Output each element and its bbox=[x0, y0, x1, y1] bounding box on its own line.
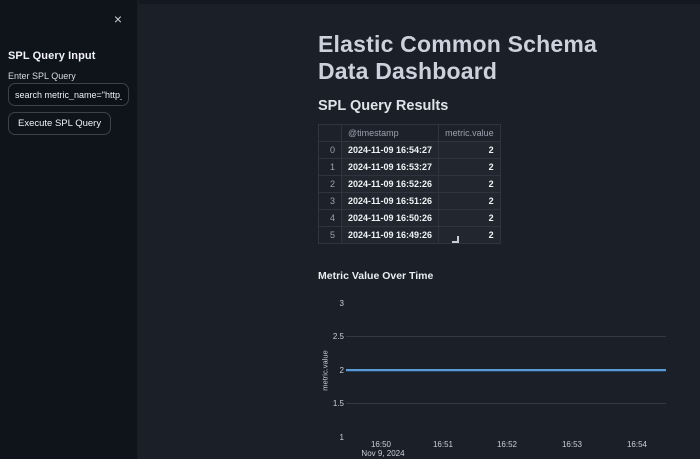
x-tick-label: 16:52 bbox=[496, 440, 518, 449]
y-tick-label: 3 bbox=[339, 299, 344, 308]
row-index-cell[interactable]: 4 bbox=[318, 209, 342, 227]
y-tick-label: 2.5 bbox=[332, 332, 344, 341]
line-chart[interactable]: metric.value 3 2.5 2 1.5 1 16:50 16:51 1… bbox=[318, 288, 700, 459]
execute-query-button[interactable]: Execute SPL Query bbox=[8, 112, 112, 135]
timestamp-cell[interactable]: 2024-11-09 16:50:26 bbox=[340, 209, 440, 227]
timestamp-cell[interactable]: 2024-11-09 16:53:27 bbox=[340, 158, 440, 176]
query-input[interactable] bbox=[8, 83, 129, 106]
y-tick-label: 1 bbox=[339, 433, 344, 442]
page-title: Elastic Common Schema Data Dashboard bbox=[318, 31, 598, 85]
chart-title: Metric Value Over Time bbox=[318, 270, 434, 282]
x-tick-label: 16:53 bbox=[561, 440, 583, 449]
sidebar-close-button[interactable]: × bbox=[108, 9, 128, 29]
index-column-header bbox=[318, 124, 342, 142]
x-tick-label: 16:51 bbox=[432, 440, 454, 449]
table-header-row: @timestamp metric.value bbox=[318, 124, 501, 142]
header-band bbox=[139, 0, 700, 4]
table-row[interactable]: 0 2024-11-09 16:54:27 2 bbox=[318, 141, 501, 159]
x-tick-label: 16:50 bbox=[370, 440, 392, 449]
metric-column-header[interactable]: metric.value bbox=[438, 124, 501, 142]
table-row[interactable]: 3 2024-11-09 16:51:26 2 bbox=[318, 192, 501, 210]
row-index-cell[interactable]: 0 bbox=[318, 141, 342, 159]
table-row[interactable]: 4 2024-11-09 16:50:26 2 bbox=[318, 209, 501, 227]
metric-value-cell[interactable]: 2 bbox=[438, 209, 501, 227]
row-index-cell[interactable]: 5 bbox=[318, 226, 342, 244]
metric-value-cell[interactable]: 2 bbox=[438, 192, 501, 210]
results-heading: SPL Query Results bbox=[318, 98, 449, 114]
results-table[interactable]: @timestamp metric.value 0 2024-11-09 16:… bbox=[318, 124, 501, 244]
x-axis-date-label: Nov 9, 2024 bbox=[361, 449, 405, 458]
row-index-cell[interactable]: 3 bbox=[318, 192, 342, 210]
table-row[interactable]: 1 2024-11-09 16:53:27 2 bbox=[318, 158, 501, 176]
close-icon: × bbox=[113, 11, 123, 27]
x-tick-label: 16:54 bbox=[626, 440, 648, 449]
y-tick-label: 1.5 bbox=[332, 399, 344, 408]
gridline-1-5 bbox=[346, 403, 666, 404]
gridline-2-5 bbox=[346, 336, 666, 337]
metric-value-cell[interactable]: 2 bbox=[438, 141, 501, 159]
table-resize-handle-icon[interactable] bbox=[452, 236, 459, 243]
metric-value-series-line[interactable] bbox=[346, 369, 666, 371]
timestamp-cell[interactable]: 2024-11-09 16:54:27 bbox=[340, 141, 440, 159]
table-row[interactable]: 2 2024-11-09 16:52:26 2 bbox=[318, 175, 501, 193]
metric-value-cell[interactable]: 2 bbox=[438, 158, 501, 176]
timestamp-cell[interactable]: 2024-11-09 16:51:26 bbox=[340, 192, 440, 210]
sidebar-panel: × SPL Query Input Enter SPL Query Execut… bbox=[0, 0, 138, 459]
timestamp-column-header[interactable]: @timestamp bbox=[340, 124, 440, 142]
timestamp-cell[interactable]: 2024-11-09 16:52:26 bbox=[340, 175, 440, 193]
metric-value-cell[interactable]: 2 bbox=[438, 226, 501, 244]
query-input-label: Enter SPL Query bbox=[8, 71, 76, 81]
metric-value-cell[interactable]: 2 bbox=[438, 175, 501, 193]
row-index-cell[interactable]: 2 bbox=[318, 175, 342, 193]
timestamp-cell[interactable]: 2024-11-09 16:49:26 bbox=[340, 226, 440, 244]
table-row[interactable]: 5 2024-11-09 16:49:26 2 bbox=[318, 226, 501, 244]
y-tick-label: 2 bbox=[339, 366, 344, 375]
sidebar-title: SPL Query Input bbox=[8, 50, 96, 62]
row-index-cell[interactable]: 1 bbox=[318, 158, 342, 176]
